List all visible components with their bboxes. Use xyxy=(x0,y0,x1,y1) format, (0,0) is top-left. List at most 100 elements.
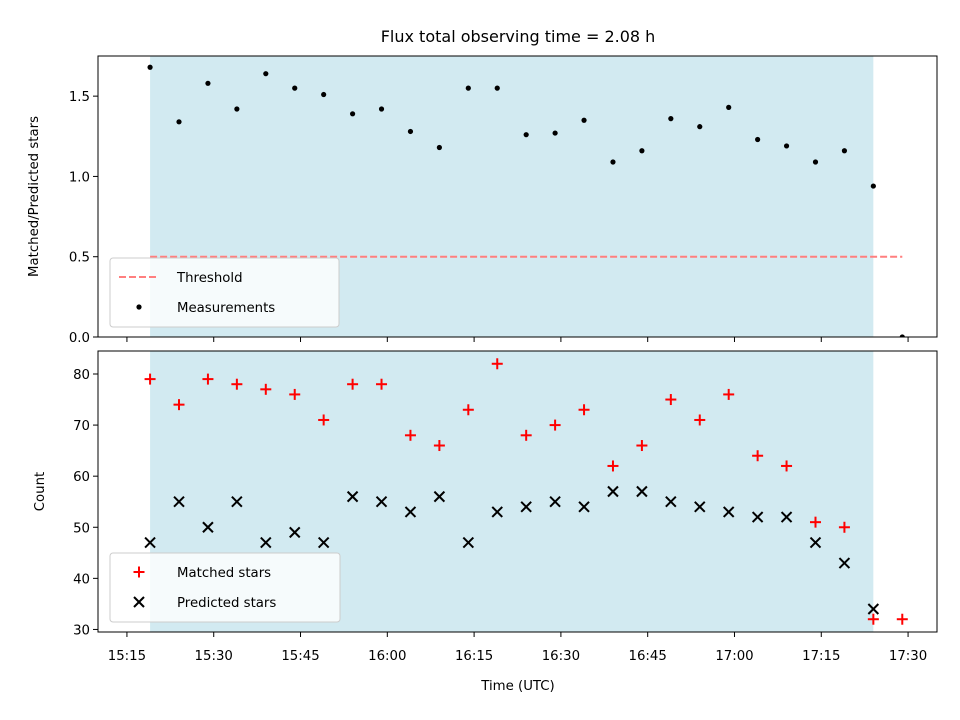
matched-stars-point xyxy=(231,378,243,390)
legend: Threshold Measurements xyxy=(109,257,340,328)
measurement-point xyxy=(755,136,761,143)
predicted-stars-point xyxy=(346,490,359,503)
y-tick-label: 1.5 xyxy=(69,90,90,105)
matched-stars-point xyxy=(433,440,445,452)
predicted-stars-point xyxy=(751,511,764,523)
x-axis-label: Time (UTC) xyxy=(480,679,555,694)
top-panel: 0.0 0.5 1.0 1.5 Matched/Predicted stars Thres… xyxy=(27,55,938,346)
legend-label: Matched stars xyxy=(177,566,271,581)
legend-box xyxy=(109,552,341,623)
measurement-point xyxy=(610,159,616,165)
legend: Matched stars Predicted stars xyxy=(109,552,341,623)
predicted-stars-point xyxy=(462,536,475,549)
legend-box xyxy=(109,257,340,328)
x-tick-label: 15:45 xyxy=(281,649,319,664)
legend-measurements-swatch xyxy=(136,304,142,310)
predicted-stars-point xyxy=(694,501,706,513)
predicted-stars-point xyxy=(289,526,301,539)
measurement-point xyxy=(176,119,182,125)
predicted-stars-point xyxy=(780,511,793,523)
matched-stars-point xyxy=(896,613,908,625)
matched-stars-point xyxy=(665,394,677,406)
x-tick-label: 15:30 xyxy=(195,649,233,664)
measurement-point xyxy=(465,85,471,91)
measurement-point xyxy=(378,106,385,112)
measurement-point xyxy=(697,124,703,130)
predicted-stars-point xyxy=(404,506,417,518)
legend-label: Measurements xyxy=(177,301,275,316)
y-tick-label: 60 xyxy=(73,470,90,485)
measurement-point xyxy=(899,334,905,337)
predicted-stars-point xyxy=(173,496,185,508)
measurement-point xyxy=(494,85,500,91)
measurement-point xyxy=(726,104,732,110)
predicted-stars-point xyxy=(491,506,503,518)
matched-stars-point xyxy=(781,460,793,472)
matched-stars-point xyxy=(578,404,590,416)
matched-stars-point xyxy=(636,440,648,452)
measurement-point xyxy=(812,159,819,165)
y-tick-label: 80 xyxy=(73,368,90,383)
y-tick-label: 0.0 xyxy=(69,331,90,346)
x-tick-label: 15:15 xyxy=(108,649,146,664)
matched-stars-point xyxy=(202,373,214,385)
predicted-stars-point xyxy=(665,496,677,508)
y-tick-label: 70 xyxy=(73,419,90,434)
chart-title: Flux total observing time = 2.08 h xyxy=(381,27,656,46)
measurement-point xyxy=(523,132,529,138)
measurement-point xyxy=(321,91,327,98)
measurement-point xyxy=(263,71,269,77)
matched-stars-point xyxy=(404,429,416,441)
predicted-stars-point xyxy=(375,496,388,508)
measurement-point xyxy=(841,148,848,154)
measurement-point xyxy=(349,111,356,117)
legend-predicted-swatch xyxy=(133,596,145,608)
plot-area xyxy=(147,64,905,337)
measurement-point xyxy=(234,106,240,112)
y-tick-label: 40 xyxy=(73,572,90,587)
matched-stars-point xyxy=(520,429,532,441)
measurement-point xyxy=(292,85,298,91)
matched-stars-point xyxy=(491,358,503,370)
predicted-stars-point xyxy=(549,496,561,508)
x-tick-label: 16:00 xyxy=(368,649,406,664)
predicted-stars-point xyxy=(578,501,590,513)
x-tick-label: 16:45 xyxy=(629,649,667,664)
axes-frame xyxy=(97,55,938,338)
matched-stars-point xyxy=(144,373,156,385)
predicted-stars-point xyxy=(144,536,156,549)
matched-stars-point xyxy=(723,388,735,400)
matched-stars-point xyxy=(694,414,706,426)
matched-stars-point xyxy=(607,460,619,472)
matched-stars-point xyxy=(173,399,185,411)
predicted-stars-point xyxy=(722,506,735,518)
measurement-point xyxy=(668,116,674,122)
axes-frame xyxy=(97,350,938,633)
legend-label: Threshold xyxy=(176,271,243,286)
predicted-stars-point xyxy=(520,501,532,513)
legend-matched-swatch xyxy=(133,566,145,578)
matched-stars-point xyxy=(838,521,850,533)
x-tick-label: 17:00 xyxy=(715,649,753,664)
predicted-stars-point xyxy=(433,490,446,503)
x-tick-label: 16:15 xyxy=(455,649,493,664)
matched-stars-point xyxy=(462,404,474,416)
matched-stars-point xyxy=(752,450,764,462)
predicted-stars-point xyxy=(867,603,880,615)
y-tick-label: 1.0 xyxy=(69,170,90,185)
measurement-point xyxy=(870,183,876,189)
y-tick-label: 50 xyxy=(73,521,90,536)
legend-label: Predicted stars xyxy=(177,596,276,611)
x-tick-label: 17:30 xyxy=(889,649,927,664)
predicted-stars-point xyxy=(636,485,648,498)
matched-stars-point xyxy=(289,388,301,400)
measurement-point xyxy=(205,80,211,86)
predicted-stars-point xyxy=(260,536,272,549)
measurement-point xyxy=(407,128,414,135)
matched-stars-point xyxy=(347,378,359,390)
y-axis-label: Matched/Predicted stars xyxy=(27,116,42,277)
measurement-point xyxy=(552,130,558,136)
matched-stars-point xyxy=(867,613,879,625)
y-tick-label: 0.5 xyxy=(69,251,90,266)
